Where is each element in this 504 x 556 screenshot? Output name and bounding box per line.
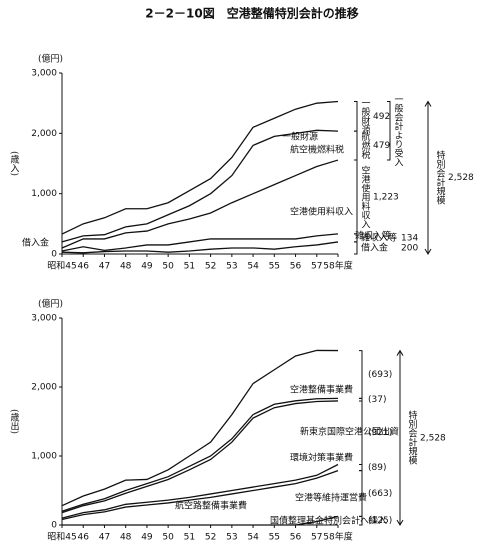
x-tick-label: 48 (120, 262, 132, 272)
line-label: 空港整備事業費 (290, 384, 353, 396)
breakdown-value: 1,223 (373, 192, 399, 202)
x-tick-label: 47 (99, 533, 110, 543)
unit-label: (億円) (38, 298, 63, 310)
x-tick-label: 55 (269, 533, 280, 543)
x-tick-label: 53 (226, 533, 237, 543)
x-tick-label: 49 (141, 533, 153, 543)
total-value: 2,528 (420, 433, 446, 443)
bracket (359, 515, 363, 526)
x-tick-label: 昭和45 (47, 261, 76, 272)
x-tick-label: 53 (226, 262, 237, 272)
x-tick-label: 51 (184, 533, 195, 543)
breakdown-value: (921) (368, 428, 392, 438)
breakdown-label: 航燃税 (360, 131, 371, 160)
bracket (359, 350, 363, 399)
total-label: 特別会計規模 (435, 150, 446, 206)
data-line (61, 470, 339, 521)
x-tick-label: 51 (184, 262, 195, 272)
y-tick-label: 3,000 (31, 69, 57, 79)
x-tick-label: 57 (311, 533, 322, 543)
x-tick-label: 58年度 (323, 260, 352, 272)
breakdown-label: 空港使用料収入 (360, 164, 371, 228)
breakdown-value: (663) (368, 489, 392, 499)
x-tick-label: 57 (311, 262, 322, 272)
x-tick-label: 46 (78, 533, 90, 543)
breakdown-value: 492 (373, 112, 390, 122)
line-label: 航空機燃料税 (290, 144, 344, 156)
breakdown-value: (693) (368, 370, 392, 380)
x-tick-label: 52 (205, 262, 216, 272)
page-title: 2－2－10図 空港整備特別会計の推移 (145, 6, 358, 21)
breakdown-value: (37) (368, 395, 386, 405)
breakdown-label: 一般財源 (360, 98, 371, 135)
total-arrow (424, 100, 432, 255)
data-line (61, 100, 339, 235)
bracket (359, 463, 363, 472)
bracket (354, 159, 358, 235)
bracket (354, 130, 358, 161)
line-label: 借入金 (22, 237, 49, 249)
x-tick-label: 56 (290, 262, 302, 272)
bracket (354, 241, 358, 255)
group-label: 一般会計より受入 (393, 95, 404, 167)
x-tick-label: 50 (162, 262, 174, 272)
y-tick-label: 2,000 (31, 129, 57, 139)
y-tick-label: 1,000 (31, 189, 57, 199)
breakdown-value: 200 (401, 243, 418, 253)
y-axis-label: (歳出) (9, 409, 20, 434)
x-tick-label: 54 (247, 533, 259, 543)
breakdown-label: 雑収入等 (361, 231, 397, 243)
x-tick-label: 50 (162, 533, 174, 543)
data-line (61, 233, 339, 252)
x-tick-label: 58年度 (323, 531, 352, 543)
y-tick-label: 0 (51, 521, 57, 531)
line-label: 航空路整備事業費 (175, 500, 247, 512)
breakdown-label: 借入金 (361, 241, 388, 253)
y-tick-label: 3,000 (31, 314, 57, 324)
line-label: 国債整理基金特別会計へ繰入 (270, 515, 387, 527)
data-line (61, 463, 339, 519)
x-tick-label: 46 (78, 262, 90, 272)
line-label: 環境対策事業費 (290, 452, 353, 464)
line-label: 空港使用料収入 (290, 206, 353, 218)
total-label: 特別会計規模 (407, 410, 418, 466)
total-arrow (396, 349, 404, 526)
unit-label: (億円) (38, 53, 63, 65)
x-tick-label: 55 (269, 262, 280, 272)
y-tick-label: 1,000 (31, 452, 57, 462)
data-line (62, 515, 339, 526)
line-label: 一般財源 (282, 131, 318, 143)
breakdown-value: (125) (368, 516, 392, 526)
breakdown-value: 134 (401, 233, 418, 243)
group-bracket (387, 100, 391, 161)
data-line (61, 159, 339, 249)
data-line (61, 397, 339, 512)
data-line (61, 129, 339, 243)
line-label: 空港等維持運営費 (295, 492, 367, 504)
y-axis-label: (歳入) (9, 151, 20, 176)
x-tick-label: 49 (141, 262, 153, 272)
line-label: 雑収入等 (355, 230, 391, 242)
x-tick-label: 昭和45 (47, 532, 76, 543)
x-tick-label: 52 (205, 533, 216, 543)
data-line (61, 349, 339, 507)
breakdown-value: 479 (373, 141, 390, 151)
data-line (61, 400, 339, 514)
line-label: 新東京国際空港公団出資 (300, 426, 399, 438)
x-tick-label: 48 (120, 533, 132, 543)
bracket (354, 100, 358, 132)
total-value: 2,528 (448, 173, 474, 183)
y-tick-label: 2,000 (31, 383, 57, 393)
data-line (61, 241, 339, 254)
x-tick-label: 54 (247, 262, 259, 272)
x-tick-label: 47 (99, 262, 110, 272)
breakdown-value: (89) (368, 463, 386, 473)
y-tick-label: 0 (51, 250, 57, 260)
x-tick-label: 56 (290, 533, 302, 543)
